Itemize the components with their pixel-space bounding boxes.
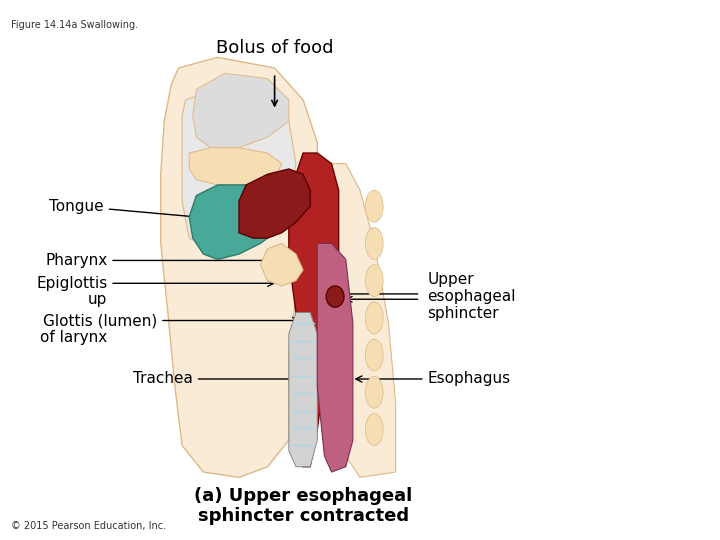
Text: Upper
esophageal
sphincter: Upper esophageal sphincter: [428, 272, 516, 321]
Polygon shape: [189, 148, 282, 185]
Polygon shape: [289, 313, 318, 467]
Text: Glottis (lumen): Glottis (lumen): [43, 313, 299, 328]
Text: of larynx: of larynx: [40, 330, 107, 345]
Text: Esophagus: Esophagus: [356, 372, 510, 387]
Text: © 2015 Pearson Education, Inc.: © 2015 Pearson Education, Inc.: [12, 521, 166, 530]
Text: Figure 14.14a Swallowing.: Figure 14.14a Swallowing.: [12, 20, 138, 30]
Text: Bolus of food: Bolus of food: [216, 39, 333, 57]
Text: sphincter contracted: sphincter contracted: [197, 507, 409, 525]
Ellipse shape: [365, 414, 383, 445]
Ellipse shape: [326, 286, 344, 307]
Polygon shape: [182, 89, 296, 249]
Polygon shape: [318, 164, 395, 477]
Text: Trachea: Trachea: [133, 372, 295, 387]
Ellipse shape: [365, 227, 383, 259]
Ellipse shape: [365, 265, 383, 296]
Ellipse shape: [365, 302, 383, 334]
Text: (a) Upper esophageal: (a) Upper esophageal: [194, 487, 412, 505]
Polygon shape: [239, 169, 310, 238]
Text: up: up: [88, 292, 107, 307]
Ellipse shape: [365, 376, 383, 408]
Polygon shape: [189, 185, 282, 259]
Text: Tongue: Tongue: [49, 199, 220, 221]
Polygon shape: [193, 73, 289, 148]
Polygon shape: [261, 244, 303, 286]
Ellipse shape: [365, 190, 383, 222]
Ellipse shape: [365, 339, 383, 371]
Text: Pharynx: Pharynx: [45, 253, 292, 268]
Text: Epiglottis: Epiglottis: [36, 276, 274, 291]
Polygon shape: [318, 244, 353, 472]
Polygon shape: [161, 57, 318, 477]
Polygon shape: [289, 153, 338, 467]
